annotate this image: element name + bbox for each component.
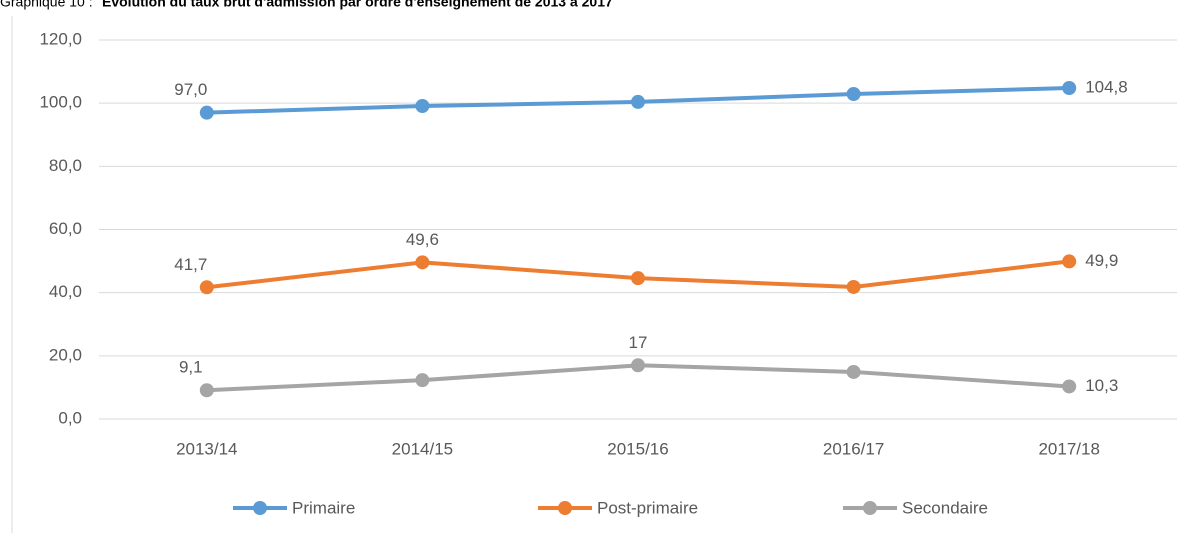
data-label: 17	[629, 333, 648, 352]
point	[846, 87, 861, 102]
point	[415, 373, 430, 388]
point	[631, 358, 645, 373]
y-tick-label: 20,0	[49, 345, 82, 364]
data-label: 49,6	[406, 230, 439, 249]
data-label: 10,3	[1085, 376, 1118, 395]
y-tick-label: 0,0	[58, 408, 82, 427]
point	[846, 279, 861, 294]
data-label: 41,7	[174, 255, 207, 274]
y-tick-label: 80,0	[49, 156, 82, 175]
point	[631, 94, 645, 109]
point	[1062, 254, 1077, 269]
y-tick-label: 60,0	[49, 219, 82, 238]
point	[199, 383, 214, 398]
x-tick-label: 2015/16	[607, 439, 668, 458]
x-tick-label: 2014/15	[392, 439, 453, 458]
point	[1062, 379, 1077, 394]
data-label: 97,0	[174, 80, 207, 99]
point	[199, 105, 214, 120]
legend-label: Post-primaire	[597, 498, 698, 517]
legend-marker	[863, 501, 877, 515]
point	[199, 280, 214, 295]
x-tick-label: 2016/17	[823, 439, 884, 458]
chart-title: Evolution du taux brut d'admission par o…	[102, 0, 613, 10]
point	[631, 271, 645, 286]
data-label: 49,9	[1085, 251, 1118, 270]
point	[415, 99, 430, 114]
point	[846, 364, 861, 379]
point	[1062, 81, 1077, 96]
legend-marker	[558, 501, 572, 515]
chart-label: Graphique 10 :	[0, 0, 93, 10]
data-label: 9,1	[179, 358, 203, 377]
legend-marker	[253, 501, 267, 515]
legend-label: Primaire	[292, 498, 355, 517]
x-tick-label: 2017/18	[1038, 439, 1099, 458]
x-tick-label: 2013/14	[176, 439, 237, 458]
y-tick-label: 100,0	[39, 93, 82, 112]
legend-label: Secondaire	[902, 498, 988, 517]
point	[415, 255, 430, 270]
y-tick-label: 120,0	[39, 29, 82, 48]
data-label: 104,8	[1085, 77, 1128, 96]
y-tick-label: 40,0	[49, 282, 82, 301]
